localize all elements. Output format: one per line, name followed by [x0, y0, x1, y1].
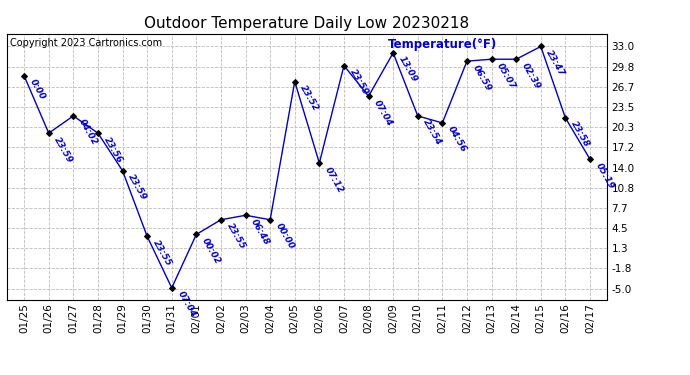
Text: 04:02: 04:02 [77, 118, 99, 147]
Text: Temperature(°F): Temperature(°F) [388, 38, 497, 51]
Text: 23:56: 23:56 [101, 135, 124, 165]
Text: 05:19: 05:19 [594, 161, 616, 190]
Text: 13:09: 13:09 [397, 55, 419, 84]
Text: 04:56: 04:56 [446, 125, 469, 154]
Text: 05:07: 05:07 [495, 61, 518, 91]
Text: 00:00: 00:00 [274, 222, 296, 251]
Text: 07:12: 07:12 [323, 165, 345, 194]
Text: 23:58: 23:58 [569, 120, 591, 149]
Text: 06:59: 06:59 [471, 63, 493, 93]
Text: 23:55: 23:55 [151, 238, 173, 268]
Text: 23:52: 23:52 [299, 84, 321, 113]
Text: 07:04: 07:04 [175, 290, 197, 319]
Text: 06:48: 06:48 [249, 217, 271, 247]
Text: 0:00: 0:00 [28, 78, 47, 102]
Text: Copyright 2023 Cartronics.com: Copyright 2023 Cartronics.com [10, 38, 162, 48]
Text: 23:59: 23:59 [348, 68, 370, 97]
Text: 00:02: 00:02 [200, 237, 222, 266]
Text: 23:54: 23:54 [422, 118, 444, 147]
Text: 02:39: 02:39 [520, 61, 542, 91]
Text: 07:04: 07:04 [373, 98, 395, 128]
Text: 23:55: 23:55 [225, 222, 247, 251]
Text: 23:59: 23:59 [126, 173, 148, 202]
Title: Outdoor Temperature Daily Low 20230218: Outdoor Temperature Daily Low 20230218 [144, 16, 470, 31]
Text: 23:59: 23:59 [52, 135, 75, 165]
Text: 23:47: 23:47 [544, 48, 566, 78]
